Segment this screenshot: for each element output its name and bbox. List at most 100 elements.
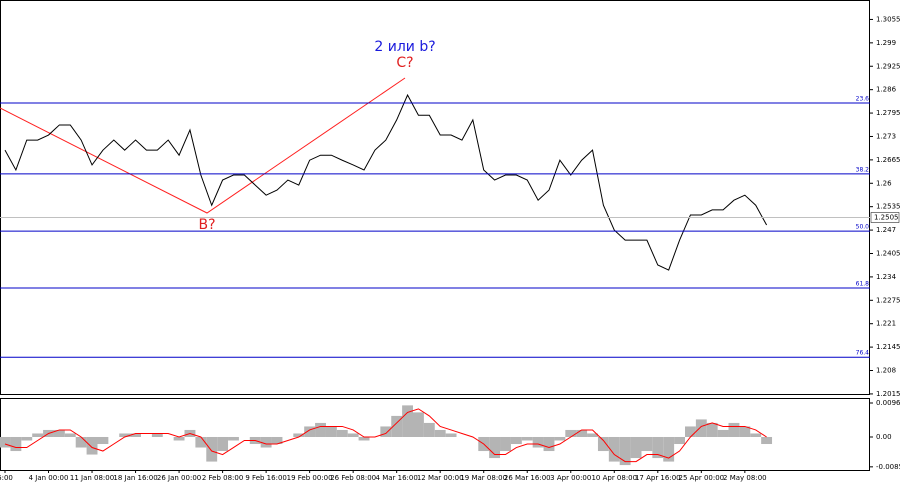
histogram-bar [674, 436, 685, 445]
histogram-bar [260, 436, 272, 448]
x-tick-label: 3 Apr 00:00 [550, 474, 591, 482]
y-tick-label: 0.00 [876, 433, 892, 441]
histogram-bar [173, 436, 185, 441]
x-tick-label: 17 Apr 16:00 [635, 474, 681, 482]
histogram-bar [554, 436, 566, 441]
histogram-bar [304, 426, 316, 437]
price-line [4, 93, 768, 271]
x-tick-label: 4 Jan 00:00 [29, 474, 69, 482]
y-tick-label: 1.234 [876, 273, 897, 281]
x-tick-label: 9 Feb 16:00 [245, 474, 286, 482]
histogram-bar [380, 426, 392, 437]
x-tick-label: 2 May 08:00 [723, 474, 767, 482]
histogram-bar [64, 433, 76, 437]
x-tick-label: 4 Mar 16:00 [376, 474, 418, 482]
histogram-bar [206, 436, 218, 462]
histogram-bar [21, 436, 33, 441]
histogram-bar [587, 433, 598, 437]
annotation: C? [396, 55, 413, 71]
histogram-bar [652, 436, 664, 459]
fib-label: 61.8 [856, 281, 870, 288]
fib-label: 50.0 [856, 224, 870, 231]
x-tick-label: 19 Feb 00:00 [287, 474, 333, 482]
histogram-bar [336, 429, 348, 437]
y-tick-label: -0.0085 [876, 463, 900, 471]
x-tick-label: 19 Mar 08:00 [460, 474, 507, 482]
histogram-bar [434, 429, 446, 437]
histogram-bar [75, 436, 87, 448]
histogram-bar [217, 436, 229, 452]
histogram-bar [10, 436, 22, 452]
histogram-bar [706, 422, 718, 437]
histogram-bar [750, 433, 762, 437]
histogram-bar [151, 433, 163, 437]
histogram-bar [521, 436, 533, 441]
histogram-bar [500, 436, 511, 452]
annotation: B? [198, 217, 215, 233]
histogram-bar [597, 436, 609, 452]
histogram-bar [619, 436, 631, 466]
histogram-bar [423, 422, 435, 437]
y-tick-label: 1.2405 [876, 249, 900, 257]
y-tick-label: 1.208 [876, 367, 896, 375]
y-tick-label: 1.2925 [876, 62, 900, 70]
fib-label: 38.2 [856, 166, 870, 173]
annotation: 2 или b? [374, 39, 435, 55]
histogram-bar [510, 436, 522, 445]
histogram-bar [445, 433, 457, 437]
current-price-label: 1.2505 [874, 213, 899, 221]
histogram-bar [293, 433, 305, 437]
x-tick-label: 11 Jan 08:00 [70, 474, 114, 482]
histogram-bar [97, 436, 109, 445]
fib-label: 23.6 [856, 95, 870, 102]
histogram-bar [402, 405, 413, 437]
x-tick-label: 25 Apr 00:00 [678, 474, 724, 482]
histogram-bar [0, 436, 11, 448]
fib-label: 76.4 [856, 350, 870, 357]
histogram-bar [119, 433, 131, 437]
histogram-bar [130, 433, 141, 437]
histogram-bar [532, 436, 544, 448]
histogram-bar [695, 419, 707, 437]
signal-line [4, 408, 767, 463]
y-tick-label: 1.2275 [876, 296, 900, 304]
histogram-bar [761, 436, 773, 445]
histogram-bar [576, 429, 588, 437]
x-tick-label: 26 Jan 00:00 [157, 474, 201, 482]
y-tick-label: 1.273 [876, 132, 896, 140]
wave-line [0, 77, 406, 214]
x-tick-label: 10 Apr 08:00 [591, 474, 637, 482]
y-tick-label: 1.247 [876, 226, 896, 234]
histogram-bar [391, 415, 403, 437]
x-tick-label: 2 Feb 08:00 [202, 474, 243, 482]
histogram-bar [358, 436, 370, 441]
histogram-bar [663, 436, 675, 462]
y-tick-label: 1.26 [876, 179, 892, 187]
y-tick-label: 1.2535 [876, 203, 900, 211]
histogram-bar [728, 422, 740, 437]
histogram-bar [641, 436, 653, 452]
histogram-bar [53, 429, 65, 437]
histogram-bar [315, 422, 326, 437]
histogram-bar [685, 426, 696, 437]
current-price-box [870, 212, 900, 223]
y-tick-label: 1.221 [876, 320, 896, 328]
y-tick-label: 1.2145 [876, 343, 900, 351]
histogram-bar [543, 436, 555, 452]
histogram-bar [717, 429, 729, 437]
x-tick-label: 26 Mar 16:00 [504, 474, 551, 482]
histogram-bar [413, 412, 424, 437]
y-tick-label: 0.00968 [876, 399, 900, 407]
histogram-bar [86, 436, 98, 455]
y-tick-label: 1.2795 [876, 109, 900, 117]
oscillator-frame [0, 398, 870, 471]
histogram-bar [630, 436, 642, 459]
x-tick-label: 6:00 [0, 474, 13, 482]
histogram-bar [325, 426, 337, 437]
main-frame [0, 0, 870, 395]
histogram-bar [228, 436, 239, 441]
histogram-bar [608, 436, 620, 462]
x-tick-label: 12 Mar 00:00 [417, 474, 464, 482]
y-tick-label: 1.2665 [876, 156, 900, 164]
